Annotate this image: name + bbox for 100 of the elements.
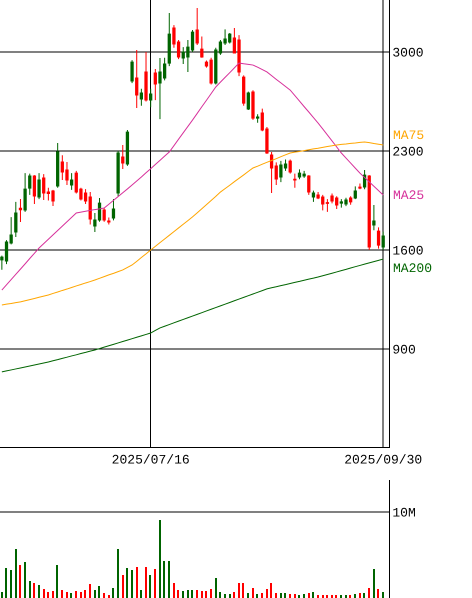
bar bbox=[289, 594, 291, 598]
candlestick bbox=[28, 173, 32, 196]
bar bbox=[368, 588, 370, 598]
candlestick bbox=[140, 88, 144, 106]
candlestick bbox=[130, 60, 134, 84]
bar bbox=[159, 520, 161, 598]
y-tick-label: 1600 bbox=[392, 244, 424, 259]
candlestick bbox=[293, 173, 296, 188]
bar bbox=[340, 595, 342, 598]
bar bbox=[261, 593, 263, 598]
bar bbox=[38, 585, 40, 598]
bar bbox=[108, 595, 110, 598]
bar bbox=[382, 592, 384, 598]
candlestick bbox=[196, 8, 199, 46]
bar bbox=[33, 583, 35, 598]
candlestick bbox=[279, 160, 283, 183]
bar bbox=[191, 590, 193, 598]
bar bbox=[5, 568, 7, 598]
bar bbox=[24, 562, 26, 598]
candlestick bbox=[209, 57, 213, 86]
bar bbox=[140, 590, 142, 598]
bar bbox=[149, 575, 151, 598]
candlestick bbox=[107, 216, 110, 226]
candlestick bbox=[112, 198, 116, 221]
bar bbox=[52, 591, 54, 598]
candlestick bbox=[102, 208, 106, 222]
candlestick bbox=[382, 231, 385, 251]
candlestick bbox=[251, 90, 255, 120]
bar bbox=[280, 593, 282, 598]
bar bbox=[345, 595, 347, 598]
bar bbox=[177, 590, 179, 598]
candlestick bbox=[149, 88, 152, 108]
bar bbox=[154, 569, 156, 598]
bar bbox=[233, 592, 235, 598]
bar bbox=[359, 593, 361, 598]
bar bbox=[354, 594, 356, 598]
bar bbox=[19, 565, 21, 598]
candlestick bbox=[56, 142, 60, 188]
bar bbox=[29, 581, 31, 598]
bar bbox=[349, 595, 351, 598]
bar bbox=[61, 590, 63, 598]
bar bbox=[247, 593, 249, 598]
candlestick bbox=[349, 196, 352, 206]
series-label: MA75 bbox=[393, 128, 424, 143]
bar bbox=[112, 588, 114, 598]
y-tick-label: 2300 bbox=[392, 144, 424, 160]
bar bbox=[210, 589, 212, 598]
line-series bbox=[1, 141, 384, 306]
candlestick bbox=[200, 36, 204, 58]
candlestick bbox=[246, 91, 250, 111]
candlestick bbox=[312, 190, 316, 202]
bar bbox=[215, 578, 217, 598]
bar bbox=[201, 591, 203, 598]
bar bbox=[317, 595, 319, 598]
bar bbox=[331, 595, 333, 598]
bar bbox=[75, 591, 77, 598]
bar bbox=[103, 593, 105, 598]
bar bbox=[145, 567, 147, 598]
candlestick bbox=[116, 150, 120, 197]
candlestick bbox=[242, 74, 246, 106]
bar bbox=[219, 592, 221, 598]
x-tick-label: 2025/07/16 bbox=[112, 452, 190, 468]
candlestick bbox=[70, 172, 74, 190]
bar bbox=[205, 591, 207, 598]
candlestick bbox=[135, 50, 138, 109]
bar bbox=[89, 584, 91, 598]
bar bbox=[252, 588, 254, 598]
bar bbox=[1, 592, 3, 598]
bar bbox=[196, 590, 198, 598]
x-tick-label: 2025/09/30 bbox=[344, 452, 422, 468]
candlestick bbox=[168, 12, 171, 67]
bar bbox=[187, 590, 189, 598]
candlestick bbox=[368, 174, 371, 251]
candlestick bbox=[32, 174, 36, 205]
bar bbox=[224, 594, 226, 598]
candlestick bbox=[372, 204, 376, 231]
bar bbox=[275, 593, 277, 598]
bar bbox=[242, 583, 244, 598]
bar bbox=[84, 590, 86, 598]
bar bbox=[377, 589, 379, 598]
bar bbox=[43, 589, 45, 598]
y-tick-label: 10M bbox=[392, 505, 416, 520]
bar bbox=[294, 594, 296, 598]
bar bbox=[173, 583, 175, 598]
line-series bbox=[1, 258, 384, 372]
candlestick bbox=[358, 183, 362, 190]
series-label: MA25 bbox=[393, 188, 424, 203]
y-tick-label: 900 bbox=[392, 342, 416, 358]
bar bbox=[126, 568, 128, 598]
candlestick bbox=[154, 68, 157, 101]
bar bbox=[131, 570, 133, 598]
candlestick bbox=[126, 129, 130, 166]
candlestick bbox=[144, 52, 148, 102]
bar bbox=[47, 592, 49, 598]
bar bbox=[168, 561, 170, 598]
bar bbox=[94, 590, 96, 598]
series-label: MA200 bbox=[393, 261, 432, 276]
bar bbox=[182, 591, 184, 598]
bar bbox=[229, 594, 231, 598]
bar bbox=[270, 583, 272, 598]
